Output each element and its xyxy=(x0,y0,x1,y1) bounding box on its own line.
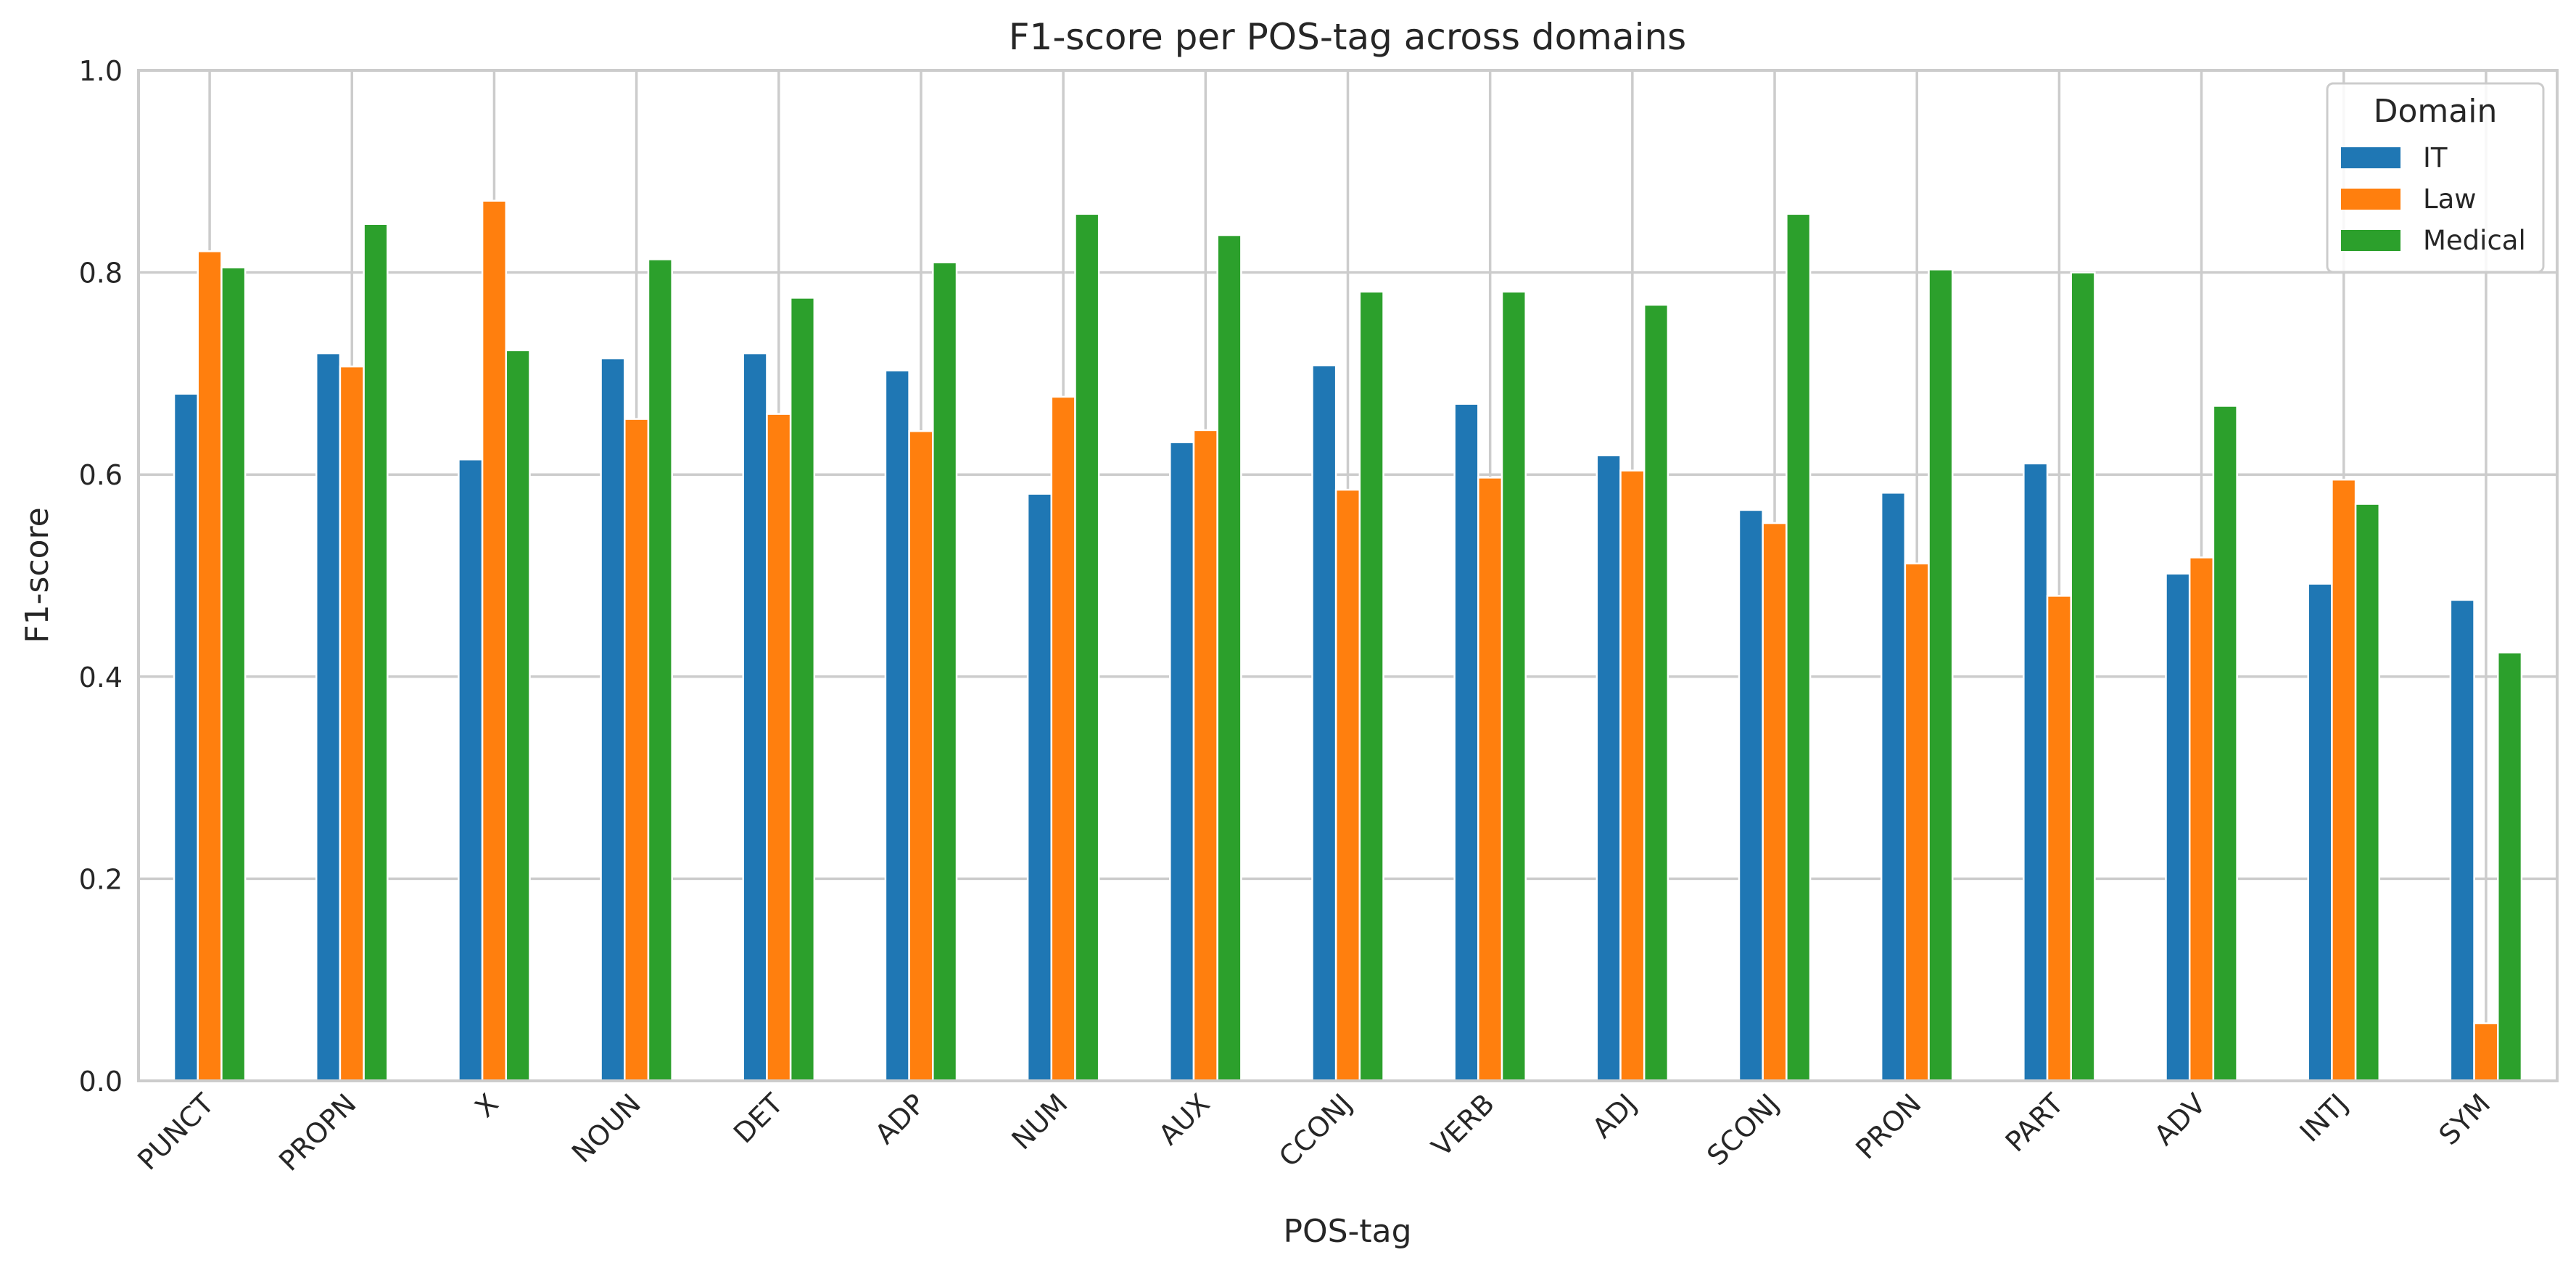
legend-swatch-law xyxy=(2341,189,2400,210)
bar-law-intj xyxy=(2331,478,2357,1082)
bar-it-aux xyxy=(1169,441,1195,1082)
bar-law-num xyxy=(1050,395,1076,1082)
bar-medical-adv xyxy=(2212,405,2238,1082)
bar-medical-noun xyxy=(647,258,673,1082)
x-axis-label: POS-tag xyxy=(1283,1213,1411,1250)
bar-law-adv xyxy=(2188,556,2215,1082)
bar-law-adp xyxy=(908,430,934,1082)
bar-medical-pron xyxy=(1928,268,1954,1082)
bar-law-aux xyxy=(1192,429,1218,1082)
legend-label-medical: Medical xyxy=(2423,225,2526,256)
bar-it-det xyxy=(742,352,768,1082)
bar-medical-det xyxy=(789,297,816,1082)
bar-it-noun xyxy=(600,357,626,1082)
y-tick-label: 0.2 xyxy=(79,863,123,895)
bar-law-det xyxy=(766,413,792,1082)
bar-medical-part xyxy=(2070,271,2096,1082)
bars-layer xyxy=(173,199,2523,1082)
bar-law-x xyxy=(481,199,508,1082)
bar-it-num xyxy=(1026,493,1053,1082)
y-tick-label: 0.0 xyxy=(79,1066,123,1098)
legend: Domain IT Law Medical xyxy=(2326,82,2545,273)
bar-law-propn xyxy=(339,365,365,1082)
bar-medical-intj xyxy=(2354,503,2381,1082)
y-tick-labels: 0.0 0.2 0.4 0.6 0.8 1.0 xyxy=(79,55,123,1098)
bar-law-punct xyxy=(197,250,223,1082)
bar-it-sconj xyxy=(1738,509,1764,1082)
legend-frame xyxy=(2326,82,2545,273)
bar-medical-adp xyxy=(932,261,958,1082)
bar-it-verb xyxy=(1453,403,1479,1082)
bar-it-cconj xyxy=(1311,364,1337,1082)
bar-law-part xyxy=(2046,595,2072,1082)
bar-medical-sconj xyxy=(1786,213,1812,1082)
y-tick-label: 0.6 xyxy=(79,459,123,491)
bar-medical-verb xyxy=(1500,290,1527,1082)
bar-medical-cconj xyxy=(1358,290,1384,1082)
bar-it-x xyxy=(458,458,484,1082)
legend-label-law: Law xyxy=(2423,184,2477,215)
legend-swatch-it xyxy=(2341,147,2400,168)
y-tick-label: 0.8 xyxy=(79,258,123,289)
y-tick-label: 1.0 xyxy=(79,55,123,87)
bar-it-part xyxy=(2023,462,2049,1082)
bar-it-adj xyxy=(1595,454,1622,1082)
legend-title: Domain xyxy=(2374,93,2498,130)
bar-it-propn xyxy=(315,352,342,1082)
bar-law-adj xyxy=(1619,469,1646,1082)
plot-frame xyxy=(137,69,2559,1082)
bar-it-intj xyxy=(2307,583,2333,1082)
bar-medical-propn xyxy=(363,223,389,1082)
legend-items: IT Law Medical xyxy=(2341,142,2526,256)
bar-it-punct xyxy=(173,392,199,1082)
y-axis-label: F1-score xyxy=(19,507,56,643)
bar-medical-punct xyxy=(220,266,247,1082)
bar-law-noun xyxy=(624,418,650,1082)
y-tick-label: 0.4 xyxy=(79,662,123,693)
legend-label-it: IT xyxy=(2423,142,2448,173)
bar-law-sconj xyxy=(1762,522,1788,1082)
legend-swatch-medical xyxy=(2341,230,2400,251)
bar-it-sym xyxy=(2449,598,2475,1082)
bar-law-cconj xyxy=(1334,488,1361,1082)
bar-it-adp xyxy=(884,369,910,1082)
bar-medical-sym xyxy=(2497,651,2523,1082)
bar-medical-num xyxy=(1074,213,1100,1082)
bar-it-pron xyxy=(1880,492,1907,1082)
bar-medical-aux xyxy=(1216,234,1242,1082)
bar-law-verb xyxy=(1477,477,1503,1082)
bar-law-pron xyxy=(1904,562,1930,1082)
bar-medical-adj xyxy=(1643,303,1669,1082)
bar-it-adv xyxy=(2165,572,2191,1082)
chart-title: F1-score per POS-tag across domains xyxy=(1009,16,1686,58)
bar-law-sym xyxy=(2473,1022,2499,1082)
bar-medical-x xyxy=(505,349,531,1082)
